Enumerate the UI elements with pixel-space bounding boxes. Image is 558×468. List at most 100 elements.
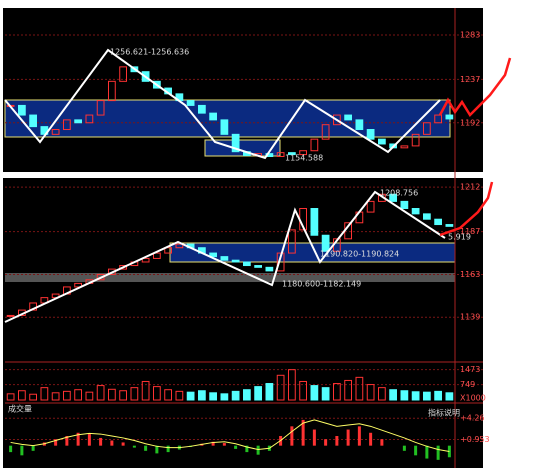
range-band: [5, 273, 455, 282]
candle: [321, 234, 330, 252]
volume-bar: [153, 386, 161, 401]
volume-bar: [400, 390, 409, 401]
volume-bar: [378, 387, 386, 401]
candle: [254, 265, 262, 268]
bottom-panel: [3, 178, 483, 468]
volume-bar: [265, 383, 274, 401]
y-tick-label: 1473: [460, 365, 480, 374]
candle: [389, 193, 397, 202]
candle: [276, 152, 285, 158]
candle: [29, 114, 37, 128]
zigzag: [4, 48, 441, 160]
volume-bar: [344, 379, 352, 401]
indicator-title: 成交量: [8, 404, 32, 414]
volume-bar: [411, 391, 420, 401]
volume-bar: [310, 385, 319, 401]
hand-drawn-line: [438, 57, 512, 118]
y-tick-label: 1212: [460, 183, 480, 192]
candle: [265, 266, 274, 272]
volume-bar: [434, 390, 442, 401]
candle: [209, 112, 217, 121]
candle: [231, 133, 240, 153]
candle: [344, 114, 352, 121]
annotation: 1190.820-1190.824: [320, 250, 399, 259]
candle: [220, 119, 229, 135]
volume-bar: [186, 391, 195, 401]
volume-bar: [209, 392, 217, 401]
y-tick-label: 1237: [460, 75, 480, 84]
y-tick-label: 1192: [460, 118, 480, 127]
annotation: 1208.756: [380, 189, 418, 198]
volume-bar: [85, 391, 94, 401]
candle: [400, 200, 409, 210]
volume-bar: [130, 387, 139, 401]
candle: [119, 265, 127, 270]
y-tick-label: 1139: [460, 313, 480, 322]
volume-bar: [321, 387, 330, 401]
volume-bar: [29, 393, 37, 401]
candle: [74, 282, 82, 288]
volume-bar: [18, 390, 26, 401]
volume-bar: [96, 385, 105, 401]
volume-bar: [276, 374, 285, 401]
y-tick-label: 749: [460, 380, 475, 389]
candle: [243, 261, 251, 267]
candle: [18, 104, 26, 116]
candle: [85, 114, 94, 124]
candle: [288, 229, 296, 254]
candle: [366, 129, 375, 140]
hand-drawn-line: [439, 181, 494, 237]
candle: [164, 247, 172, 254]
candle: [186, 100, 195, 106]
volume-bar: [119, 390, 127, 401]
candle: [175, 243, 184, 249]
candle: [231, 259, 240, 263]
candle: [108, 80, 116, 102]
candle: [445, 224, 454, 227]
volume-bar: [423, 391, 431, 401]
candle: [74, 119, 82, 124]
annotation: 1180.600-1182.149: [282, 280, 361, 289]
volume-bar: [254, 386, 262, 401]
y-tick-label: +0.953: [460, 435, 490, 444]
candle: [276, 252, 285, 272]
indicator-note: 指标说明: [428, 408, 460, 418]
candle: [355, 119, 364, 131]
volume-bar: [366, 384, 375, 401]
candle: [445, 114, 454, 120]
candle: [310, 138, 319, 152]
volume-bar: [175, 390, 184, 401]
candle: [96, 100, 105, 116]
candle: [198, 104, 206, 114]
volume-bar: [243, 389, 251, 401]
volume-bar: [220, 393, 229, 401]
y-tick-label: +4.26: [460, 414, 485, 423]
candle: [6, 314, 15, 317]
candle: [299, 150, 307, 156]
volume-bar: [389, 389, 397, 401]
volume-bar: [445, 392, 454, 401]
candle: [378, 138, 386, 145]
volume-bar: [141, 380, 150, 401]
candle: [119, 66, 127, 82]
candle: [411, 208, 420, 215]
volume-bar: [164, 389, 172, 401]
candle: [288, 152, 296, 156]
volume-bar: [333, 383, 341, 401]
volume-bar: [74, 389, 82, 401]
candle: [153, 252, 161, 259]
volume-bar: [6, 393, 15, 401]
y-tick-label: 1163: [460, 270, 480, 279]
candle: [209, 252, 217, 258]
candle: [366, 200, 375, 213]
annotation: 1154.588: [285, 154, 323, 163]
candle: [220, 256, 229, 261]
volume-bar: [198, 390, 206, 401]
unit-label: X1000: [460, 394, 486, 403]
candle: [411, 133, 420, 147]
candle: [423, 122, 431, 135]
volume-bar: [299, 380, 307, 401]
candle: [310, 208, 319, 236]
volume-bar: [108, 388, 116, 401]
